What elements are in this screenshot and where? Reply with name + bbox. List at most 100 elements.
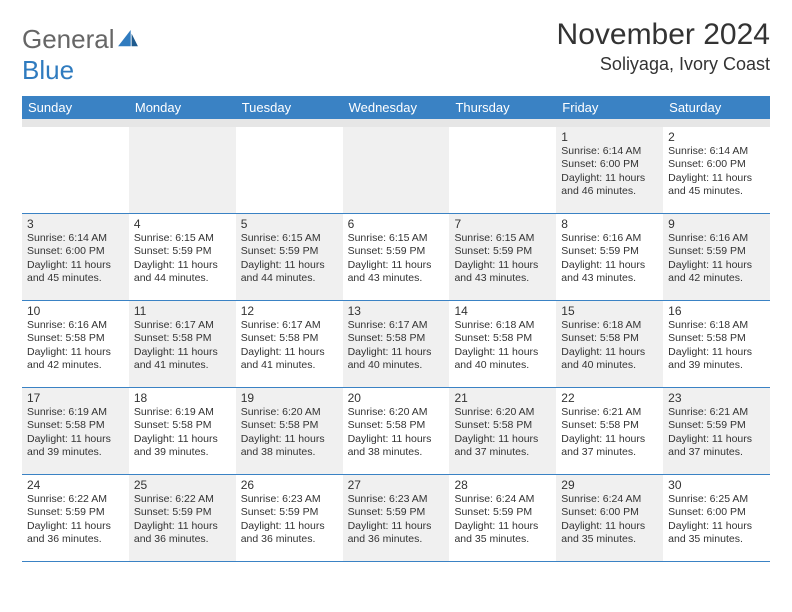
day-cell: 2Sunrise: 6:14 AMSunset: 6:00 PMDaylight…	[663, 127, 770, 213]
day-info: Sunrise: 6:16 AMSunset: 5:59 PMDaylight:…	[668, 232, 765, 286]
day-info: Sunrise: 6:18 AMSunset: 5:58 PMDaylight:…	[668, 319, 765, 373]
day-number: 14	[454, 304, 551, 318]
day-cell	[343, 127, 450, 213]
day-info: Sunrise: 6:21 AMSunset: 5:59 PMDaylight:…	[668, 406, 765, 460]
logo-word2: Blue	[22, 55, 74, 85]
day-number: 25	[134, 478, 231, 492]
day-info: Sunrise: 6:16 AMSunset: 5:59 PMDaylight:…	[561, 232, 658, 286]
day-cell: 17Sunrise: 6:19 AMSunset: 5:58 PMDayligh…	[22, 388, 129, 474]
day-cell: 29Sunrise: 6:24 AMSunset: 6:00 PMDayligh…	[556, 475, 663, 561]
day-info: Sunrise: 6:14 AMSunset: 6:00 PMDaylight:…	[561, 145, 658, 199]
logo: GeneralBlue	[22, 18, 138, 86]
day-info: Sunrise: 6:23 AMSunset: 5:59 PMDaylight:…	[348, 493, 445, 547]
day-cell	[449, 127, 556, 213]
day-cell: 26Sunrise: 6:23 AMSunset: 5:59 PMDayligh…	[236, 475, 343, 561]
header-wednesday: Wednesday	[343, 96, 450, 119]
week-row: 10Sunrise: 6:16 AMSunset: 5:58 PMDayligh…	[22, 301, 770, 388]
header-monday: Monday	[129, 96, 236, 119]
day-info: Sunrise: 6:22 AMSunset: 5:59 PMDaylight:…	[27, 493, 124, 547]
header-saturday: Saturday	[663, 96, 770, 119]
gray-bar	[22, 119, 770, 127]
week-row: 1Sunrise: 6:14 AMSunset: 6:00 PMDaylight…	[22, 127, 770, 214]
day-number: 8	[561, 217, 658, 231]
day-info: Sunrise: 6:14 AMSunset: 6:00 PMDaylight:…	[668, 145, 765, 199]
day-info: Sunrise: 6:17 AMSunset: 5:58 PMDaylight:…	[348, 319, 445, 373]
day-cell: 13Sunrise: 6:17 AMSunset: 5:58 PMDayligh…	[343, 301, 450, 387]
calendar: Sunday Monday Tuesday Wednesday Thursday…	[22, 96, 770, 562]
week-row: 24Sunrise: 6:22 AMSunset: 5:59 PMDayligh…	[22, 475, 770, 562]
day-info: Sunrise: 6:16 AMSunset: 5:58 PMDaylight:…	[27, 319, 124, 373]
day-info: Sunrise: 6:18 AMSunset: 5:58 PMDaylight:…	[561, 319, 658, 373]
week-row: 17Sunrise: 6:19 AMSunset: 5:58 PMDayligh…	[22, 388, 770, 475]
day-number: 20	[348, 391, 445, 405]
week-row: 3Sunrise: 6:14 AMSunset: 6:00 PMDaylight…	[22, 214, 770, 301]
day-cell: 27Sunrise: 6:23 AMSunset: 5:59 PMDayligh…	[343, 475, 450, 561]
day-cell: 30Sunrise: 6:25 AMSunset: 6:00 PMDayligh…	[663, 475, 770, 561]
page-header: GeneralBlue November 2024 Soliyaga, Ivor…	[22, 18, 770, 86]
day-cell: 3Sunrise: 6:14 AMSunset: 6:00 PMDaylight…	[22, 214, 129, 300]
day-number: 22	[561, 391, 658, 405]
day-cell: 4Sunrise: 6:15 AMSunset: 5:59 PMDaylight…	[129, 214, 236, 300]
day-number: 29	[561, 478, 658, 492]
day-number: 26	[241, 478, 338, 492]
day-number: 3	[27, 217, 124, 231]
header-tuesday: Tuesday	[236, 96, 343, 119]
day-number: 11	[134, 304, 231, 318]
day-info: Sunrise: 6:24 AMSunset: 5:59 PMDaylight:…	[454, 493, 551, 547]
day-info: Sunrise: 6:20 AMSunset: 5:58 PMDaylight:…	[241, 406, 338, 460]
day-number: 16	[668, 304, 765, 318]
day-cell: 10Sunrise: 6:16 AMSunset: 5:58 PMDayligh…	[22, 301, 129, 387]
logo-sail-icon	[118, 24, 138, 55]
day-cell: 19Sunrise: 6:20 AMSunset: 5:58 PMDayligh…	[236, 388, 343, 474]
day-info: Sunrise: 6:25 AMSunset: 6:00 PMDaylight:…	[668, 493, 765, 547]
day-info: Sunrise: 6:15 AMSunset: 5:59 PMDaylight:…	[134, 232, 231, 286]
day-number: 7	[454, 217, 551, 231]
day-info: Sunrise: 6:22 AMSunset: 5:59 PMDaylight:…	[134, 493, 231, 547]
day-number: 10	[27, 304, 124, 318]
day-number: 6	[348, 217, 445, 231]
day-info: Sunrise: 6:15 AMSunset: 5:59 PMDaylight:…	[241, 232, 338, 286]
title-block: November 2024 Soliyaga, Ivory Coast	[557, 18, 770, 75]
day-number: 5	[241, 217, 338, 231]
day-cell	[129, 127, 236, 213]
day-number: 28	[454, 478, 551, 492]
day-number: 24	[27, 478, 124, 492]
day-cell: 25Sunrise: 6:22 AMSunset: 5:59 PMDayligh…	[129, 475, 236, 561]
day-cell	[22, 127, 129, 213]
header-thursday: Thursday	[449, 96, 556, 119]
day-cell: 8Sunrise: 6:16 AMSunset: 5:59 PMDaylight…	[556, 214, 663, 300]
day-info: Sunrise: 6:17 AMSunset: 5:58 PMDaylight:…	[134, 319, 231, 373]
day-number: 9	[668, 217, 765, 231]
day-cell: 12Sunrise: 6:17 AMSunset: 5:58 PMDayligh…	[236, 301, 343, 387]
day-info: Sunrise: 6:21 AMSunset: 5:58 PMDaylight:…	[561, 406, 658, 460]
day-info: Sunrise: 6:14 AMSunset: 6:00 PMDaylight:…	[27, 232, 124, 286]
day-info: Sunrise: 6:20 AMSunset: 5:58 PMDaylight:…	[348, 406, 445, 460]
day-number: 13	[348, 304, 445, 318]
day-info: Sunrise: 6:19 AMSunset: 5:58 PMDaylight:…	[134, 406, 231, 460]
day-number: 19	[241, 391, 338, 405]
day-info: Sunrise: 6:15 AMSunset: 5:59 PMDaylight:…	[348, 232, 445, 286]
day-cell: 15Sunrise: 6:18 AMSunset: 5:58 PMDayligh…	[556, 301, 663, 387]
day-number: 12	[241, 304, 338, 318]
day-cell: 18Sunrise: 6:19 AMSunset: 5:58 PMDayligh…	[129, 388, 236, 474]
day-cell: 22Sunrise: 6:21 AMSunset: 5:58 PMDayligh…	[556, 388, 663, 474]
day-number: 1	[561, 130, 658, 144]
header-friday: Friday	[556, 96, 663, 119]
day-info: Sunrise: 6:23 AMSunset: 5:59 PMDaylight:…	[241, 493, 338, 547]
day-info: Sunrise: 6:24 AMSunset: 6:00 PMDaylight:…	[561, 493, 658, 547]
day-cell: 5Sunrise: 6:15 AMSunset: 5:59 PMDaylight…	[236, 214, 343, 300]
day-number: 27	[348, 478, 445, 492]
day-cell: 24Sunrise: 6:22 AMSunset: 5:59 PMDayligh…	[22, 475, 129, 561]
day-cell: 9Sunrise: 6:16 AMSunset: 5:59 PMDaylight…	[663, 214, 770, 300]
day-cell	[236, 127, 343, 213]
day-header-row: Sunday Monday Tuesday Wednesday Thursday…	[22, 96, 770, 119]
day-info: Sunrise: 6:19 AMSunset: 5:58 PMDaylight:…	[27, 406, 124, 460]
day-cell: 21Sunrise: 6:20 AMSunset: 5:58 PMDayligh…	[449, 388, 556, 474]
day-cell: 28Sunrise: 6:24 AMSunset: 5:59 PMDayligh…	[449, 475, 556, 561]
weeks-container: 1Sunrise: 6:14 AMSunset: 6:00 PMDaylight…	[22, 127, 770, 562]
day-cell: 14Sunrise: 6:18 AMSunset: 5:58 PMDayligh…	[449, 301, 556, 387]
day-info: Sunrise: 6:17 AMSunset: 5:58 PMDaylight:…	[241, 319, 338, 373]
day-info: Sunrise: 6:15 AMSunset: 5:59 PMDaylight:…	[454, 232, 551, 286]
day-number: 18	[134, 391, 231, 405]
day-cell: 16Sunrise: 6:18 AMSunset: 5:58 PMDayligh…	[663, 301, 770, 387]
